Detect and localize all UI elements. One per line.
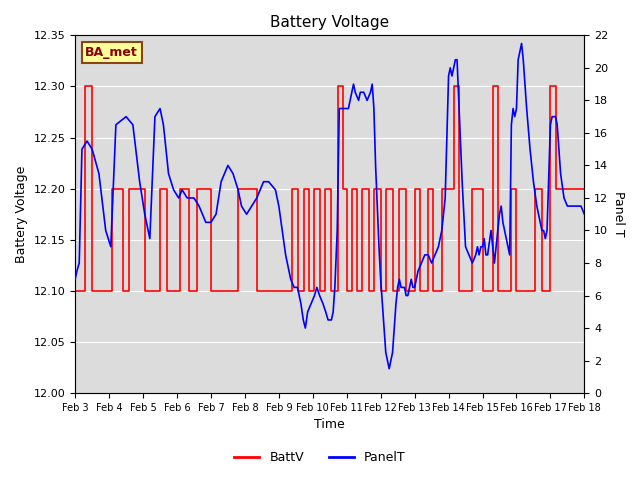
Text: BA_met: BA_met [85,46,138,59]
Legend: BattV, PanelT: BattV, PanelT [229,446,411,469]
Title: Battery Voltage: Battery Voltage [270,15,389,30]
Y-axis label: Battery Voltage: Battery Voltage [15,166,28,263]
Y-axis label: Panel T: Panel T [612,192,625,237]
X-axis label: Time: Time [314,419,345,432]
